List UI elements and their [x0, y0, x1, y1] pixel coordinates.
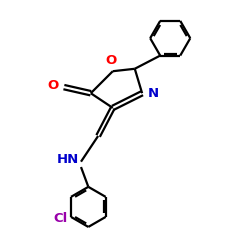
Text: Cl: Cl: [53, 212, 67, 225]
Text: N: N: [148, 87, 158, 100]
Text: O: O: [47, 80, 58, 92]
Text: O: O: [105, 54, 117, 67]
Text: HN: HN: [56, 153, 78, 166]
